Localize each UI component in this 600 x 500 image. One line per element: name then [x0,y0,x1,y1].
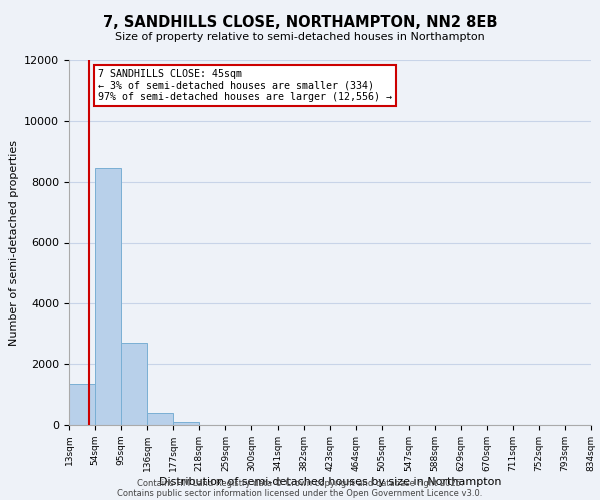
Bar [121,343,147,425]
Text: Contains HM Land Registry data © Crown copyright and database right 2025.: Contains HM Land Registry data © Crown c… [137,478,463,488]
Bar [147,414,173,425]
Text: 7, SANDHILLS CLOSE, NORTHAMPTON, NN2 8EB: 7, SANDHILLS CLOSE, NORTHAMPTON, NN2 8EB [103,15,497,30]
Bar [95,168,121,425]
Text: 7 SANDHILLS CLOSE: 45sqm
← 3% of semi-detached houses are smaller (334)
97% of s: 7 SANDHILLS CLOSE: 45sqm ← 3% of semi-de… [98,69,392,102]
Bar [69,384,95,425]
Y-axis label: Number of semi-detached properties: Number of semi-detached properties [8,140,19,346]
Bar [173,422,199,425]
Text: Size of property relative to semi-detached houses in Northampton: Size of property relative to semi-detach… [115,32,485,42]
Text: Contains public sector information licensed under the Open Government Licence v3: Contains public sector information licen… [118,488,482,498]
X-axis label: Distribution of semi-detached houses by size in Northampton: Distribution of semi-detached houses by … [159,476,501,486]
